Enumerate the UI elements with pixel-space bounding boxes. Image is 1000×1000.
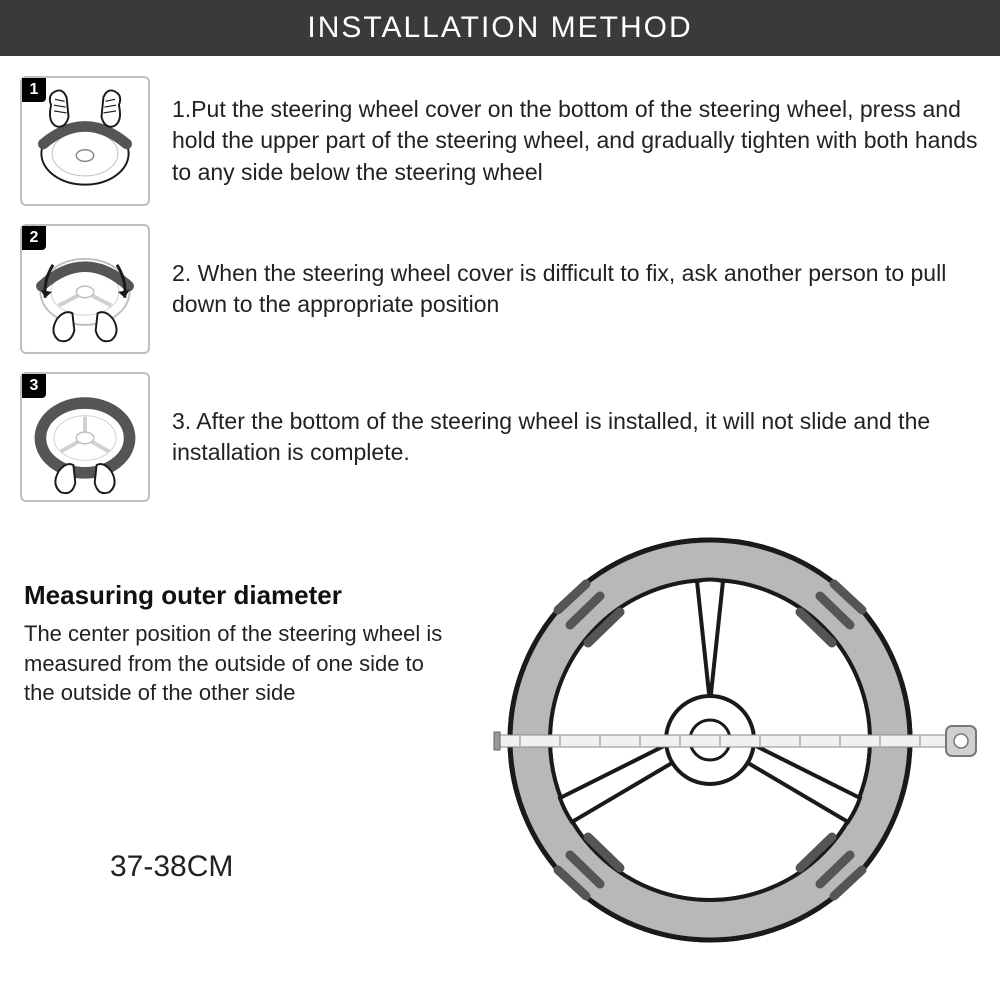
measure-title: Measuring outer diameter bbox=[24, 580, 444, 611]
measure-desc: The center position of the steering whee… bbox=[24, 619, 444, 708]
header-bar: INSTALLATION METHOD bbox=[0, 0, 1000, 56]
step-2-illustration bbox=[22, 226, 148, 352]
step-1-thumb: 1 bbox=[20, 76, 150, 206]
steps-container: 1 1.Put the steering wheel cover on the … bbox=[0, 56, 1000, 502]
step-3: 3 3. After the bottom of the steering wh… bbox=[20, 372, 980, 502]
step-3-thumb: 3 bbox=[20, 372, 150, 502]
step-2: 2 2. When the steering wheel cove bbox=[20, 224, 980, 354]
step-3-illustration bbox=[22, 374, 148, 500]
measure-text-block: Measuring outer diameter The center posi… bbox=[24, 580, 444, 708]
measure-section: Measuring outer diameter The center posi… bbox=[0, 540, 1000, 1000]
step-1-text: 1.Put the steering wheel cover on the bo… bbox=[172, 94, 980, 187]
step-2-text: 2. When the steering wheel cover is diff… bbox=[172, 258, 980, 320]
size-label: 37-38CM bbox=[110, 850, 233, 884]
step-2-thumb: 2 bbox=[20, 224, 150, 354]
header-title: INSTALLATION METHOD bbox=[307, 11, 692, 45]
big-wheel-diagram bbox=[460, 520, 980, 980]
step-1-illustration bbox=[22, 78, 148, 204]
step-1: 1 1.Put the steering wheel cover on the … bbox=[20, 76, 980, 206]
step-3-text: 3. After the bottom of the steering whee… bbox=[172, 406, 980, 468]
